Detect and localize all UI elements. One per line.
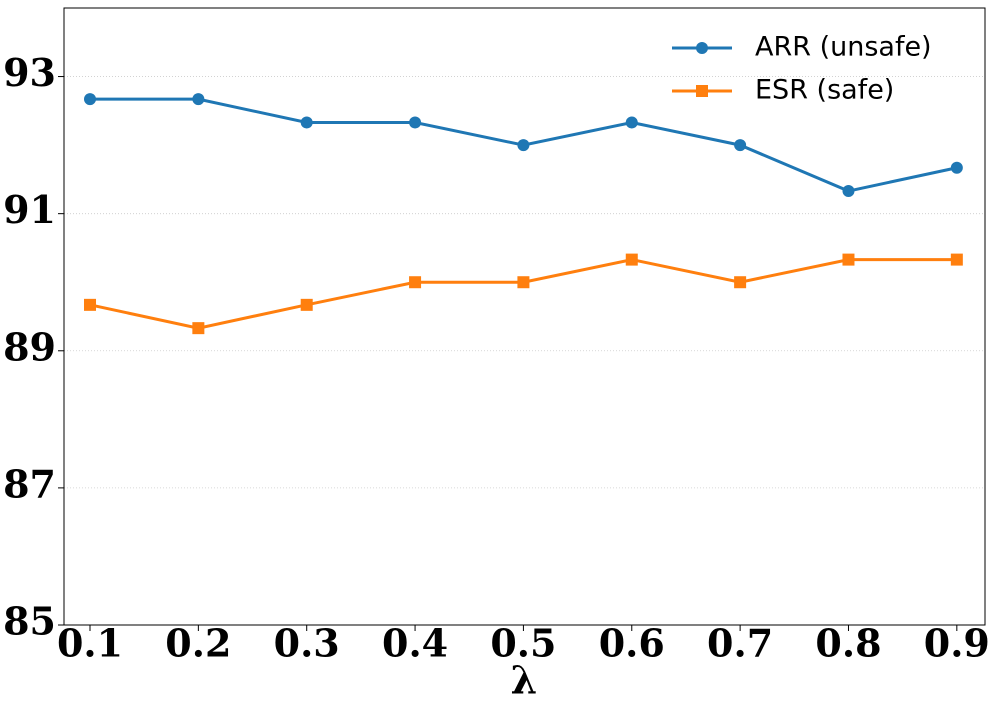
x-tick-label: 0.6 bbox=[599, 621, 665, 666]
x-tick-label: 0.8 bbox=[815, 621, 881, 666]
y-tick-label: 87 bbox=[3, 461, 56, 506]
plot-frame bbox=[63, 7, 986, 626]
y-tick-label: 85 bbox=[3, 599, 56, 644]
x-tick-label: 0.9 bbox=[924, 621, 990, 666]
marker bbox=[84, 93, 97, 106]
x-tick-label: 0.3 bbox=[274, 621, 340, 666]
x-tick-label: 0.1 bbox=[57, 621, 123, 666]
marker bbox=[734, 139, 747, 152]
marker bbox=[625, 116, 638, 129]
marker bbox=[696, 42, 708, 54]
x-tick-label: 0.7 bbox=[707, 621, 773, 666]
marker bbox=[409, 276, 422, 289]
marker bbox=[950, 253, 963, 266]
x-tick-label: 0.4 bbox=[382, 621, 448, 666]
marker bbox=[192, 93, 205, 106]
marker bbox=[84, 298, 97, 311]
marker bbox=[842, 253, 855, 266]
marker bbox=[300, 116, 313, 129]
x-tick-label: 0.5 bbox=[490, 621, 556, 666]
marker bbox=[950, 161, 963, 174]
marker bbox=[517, 276, 530, 289]
legend-label: ESR (safe) bbox=[755, 75, 894, 106]
marker bbox=[300, 298, 313, 311]
marker bbox=[517, 139, 530, 152]
marker bbox=[625, 253, 638, 266]
legend-label: ARR (unsafe) bbox=[755, 32, 932, 63]
marker bbox=[409, 116, 422, 129]
marker bbox=[734, 276, 747, 289]
marker bbox=[192, 322, 205, 335]
marker bbox=[696, 85, 708, 97]
y-tick-label: 89 bbox=[3, 324, 56, 369]
y-tick-label: 93 bbox=[3, 50, 56, 95]
y-tick-label: 91 bbox=[3, 187, 56, 232]
x-tick-label: 0.2 bbox=[165, 621, 231, 666]
series-line bbox=[89, 258, 957, 330]
x-axis-label: λ bbox=[511, 658, 538, 703]
marker bbox=[842, 185, 855, 198]
